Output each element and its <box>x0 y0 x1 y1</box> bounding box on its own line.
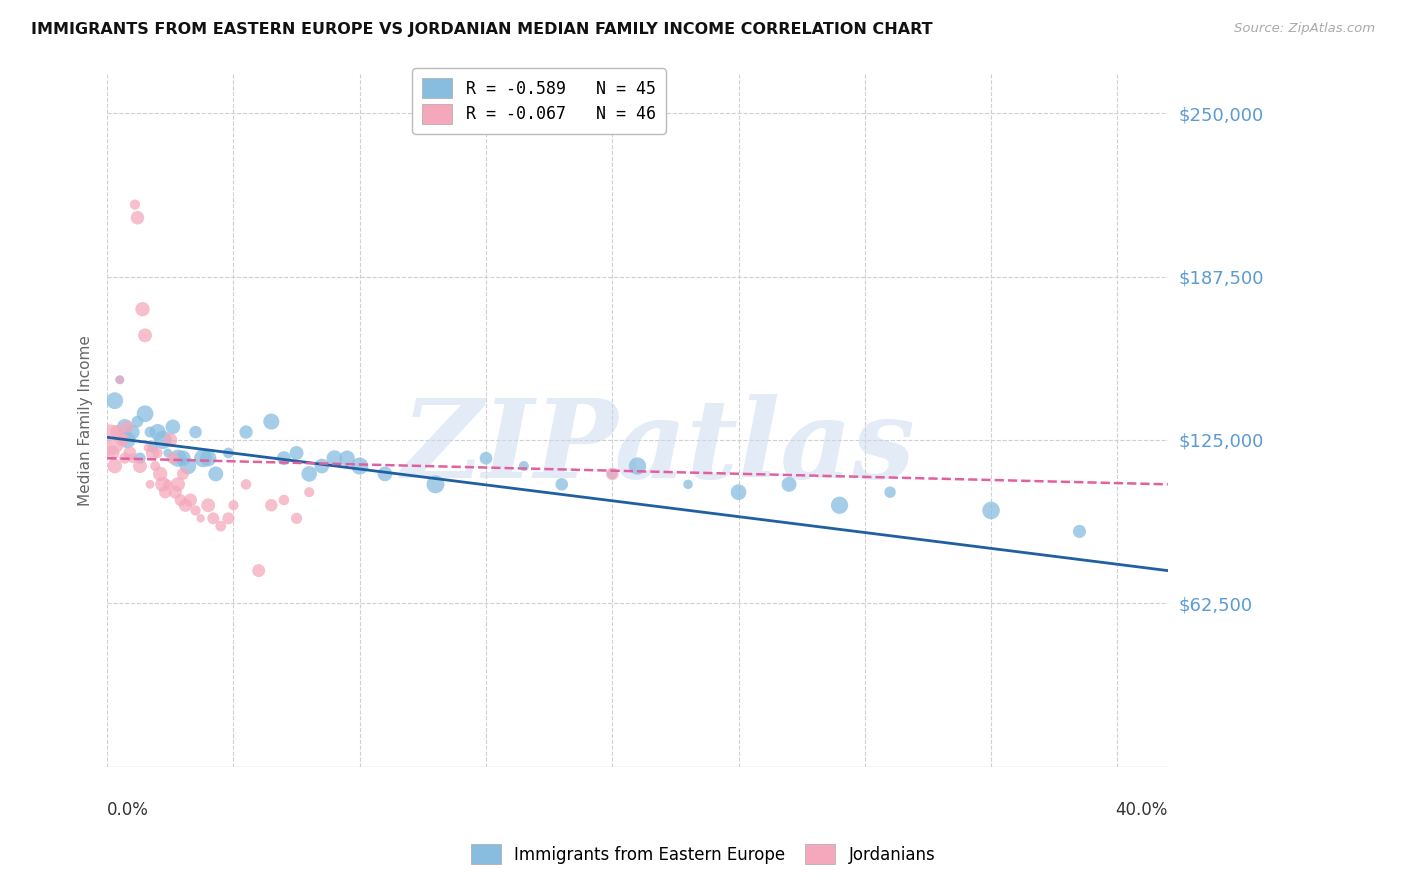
Point <box>117 433 139 447</box>
Legend: R = -0.589   N = 45, R = -0.067   N = 46: R = -0.589 N = 45, R = -0.067 N = 46 <box>412 69 666 134</box>
Point <box>197 451 219 466</box>
Point <box>134 328 156 343</box>
Point <box>167 477 190 491</box>
Y-axis label: Median Family Income: Median Family Income <box>79 334 93 506</box>
Point <box>117 420 139 434</box>
Point <box>217 446 239 460</box>
Point <box>204 467 226 481</box>
Point <box>146 425 169 439</box>
Point <box>311 458 333 473</box>
Point <box>101 446 124 460</box>
Point <box>172 451 194 466</box>
Point <box>285 511 308 525</box>
Point <box>513 458 536 473</box>
Point <box>209 519 232 533</box>
Point <box>159 433 181 447</box>
Point <box>156 446 179 460</box>
Point <box>980 503 1002 517</box>
Point <box>139 425 162 439</box>
Point <box>156 477 179 491</box>
Point <box>114 420 136 434</box>
Point <box>129 451 152 466</box>
Point <box>174 498 197 512</box>
Text: 0.0%: 0.0% <box>107 801 149 820</box>
Point <box>600 467 623 481</box>
Point <box>108 373 131 387</box>
Point <box>108 373 131 387</box>
Point <box>197 498 219 512</box>
Point <box>179 493 201 508</box>
Point <box>184 425 207 439</box>
Point <box>142 441 165 455</box>
Point <box>778 477 800 491</box>
Point <box>127 415 149 429</box>
Point <box>118 446 141 460</box>
Point <box>134 407 156 421</box>
Point <box>105 425 128 439</box>
Point <box>1069 524 1091 539</box>
Point <box>139 477 162 491</box>
Point <box>260 498 283 512</box>
Point <box>191 451 214 466</box>
Point <box>551 477 574 491</box>
Point <box>184 503 207 517</box>
Point <box>222 498 245 512</box>
Point <box>285 446 308 460</box>
Point <box>323 451 346 466</box>
Point <box>217 511 239 525</box>
Point <box>152 433 174 447</box>
Point <box>425 477 447 491</box>
Point <box>136 441 159 455</box>
Point <box>143 458 166 473</box>
Point <box>155 485 177 500</box>
Text: Source: ZipAtlas.com: Source: ZipAtlas.com <box>1234 22 1375 36</box>
Point <box>104 458 127 473</box>
Point <box>121 425 143 439</box>
Point <box>162 420 184 434</box>
Point <box>273 493 295 508</box>
Point <box>98 433 121 447</box>
Point <box>146 446 169 460</box>
Point <box>626 458 648 473</box>
Point <box>114 451 136 466</box>
Point <box>121 451 143 466</box>
Point <box>167 451 190 466</box>
Point <box>260 415 283 429</box>
Point <box>879 485 901 500</box>
Point <box>298 485 321 500</box>
Point <box>235 477 257 491</box>
Text: IMMIGRANTS FROM EASTERN EUROPE VS JORDANIAN MEDIAN FAMILY INCOME CORRELATION CHA: IMMIGRANTS FROM EASTERN EUROPE VS JORDAN… <box>31 22 932 37</box>
Point <box>162 451 184 466</box>
Point <box>149 467 172 481</box>
Point <box>111 433 134 447</box>
Point <box>124 197 146 211</box>
Point <box>169 493 191 508</box>
Point <box>152 477 174 491</box>
Point <box>600 467 623 481</box>
Point <box>127 211 149 225</box>
Point <box>273 451 295 466</box>
Point <box>349 458 371 473</box>
Point <box>247 564 270 578</box>
Point <box>676 477 699 491</box>
Point <box>142 446 165 460</box>
Point <box>104 393 127 408</box>
Point <box>374 467 396 481</box>
Text: 40.0%: 40.0% <box>1115 801 1168 820</box>
Point <box>129 458 152 473</box>
Point <box>165 485 187 500</box>
Point <box>336 451 359 466</box>
Text: ZIPatlas: ZIPatlas <box>402 394 915 502</box>
Point <box>828 498 851 512</box>
Point <box>177 458 200 473</box>
Point <box>235 425 257 439</box>
Point <box>172 467 194 481</box>
Point <box>190 511 212 525</box>
Point <box>727 485 749 500</box>
Point <box>202 511 225 525</box>
Point <box>131 302 153 317</box>
Point <box>298 467 321 481</box>
Point <box>475 451 498 466</box>
Legend: Immigrants from Eastern Europe, Jordanians: Immigrants from Eastern Europe, Jordania… <box>464 838 942 871</box>
